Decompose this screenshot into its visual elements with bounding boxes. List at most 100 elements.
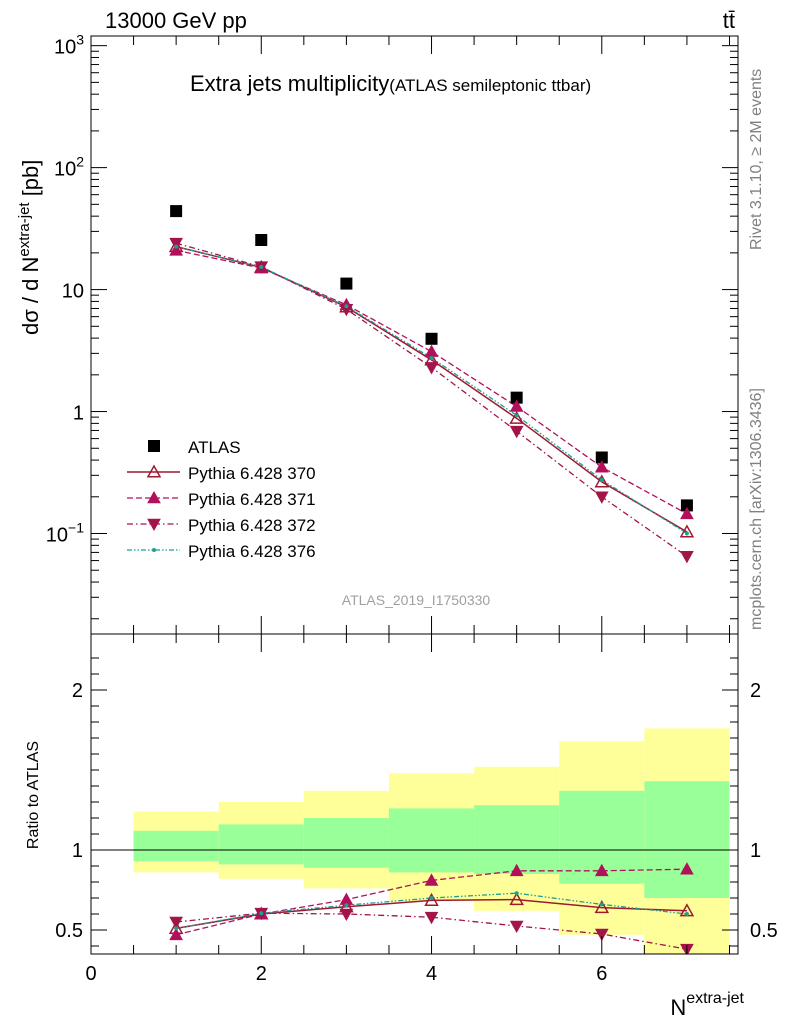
ratio-point-1 [680,862,694,875]
x-tick-label: 4 [426,963,437,985]
uncertainty-band-green [303,818,389,868]
main-y-tick-label-base: 10 [54,159,76,181]
ratio-point-0 [594,900,610,914]
data-point-3 [509,425,524,439]
chart-title-sub: (ATLAS semileptonic ttbar) [389,76,591,95]
uncertainty-band-green [644,781,730,898]
data-point-2 [509,399,524,412]
data-point-0 [510,391,523,404]
legend-label-1: Pythia 6.428 370 [188,464,316,483]
legend-marker-0 [148,440,160,452]
main-series-lines [175,242,688,557]
ratio-series-points [168,862,695,954]
chart-title-main: Extra jets multiplicity [190,71,389,96]
ratio-point-2 [509,920,524,934]
main-y-tick-label: 10−1 [46,520,84,547]
ratio-point-2 [594,928,609,942]
data-point-2 [680,506,694,520]
ratio-point-1 [339,892,354,905]
ratio-point-1 [594,863,609,877]
ratio-y-tick-label: 2 [72,680,83,702]
data-point-3 [594,491,609,504]
main-y-tick-label-exp: −1 [68,520,84,536]
data-point-0 [425,332,438,345]
ratio-y-tick-label: 0.5 [55,920,83,942]
ratio-point-3 [344,903,349,908]
data-point-3 [680,551,694,564]
legend-marker-4 [152,548,156,552]
x-tick-label: 2 [256,963,267,985]
uncertainty-band-green [388,808,475,873]
ratio-point-2 [339,908,354,922]
main-y-tick-label-base: 10 [46,525,68,547]
uncertainty-band-green [218,824,304,865]
main-y-tick-label-exp: 3 [76,32,84,48]
ratio-point-2 [169,916,183,930]
data-point-0 [595,451,608,464]
ratio-point-3 [174,926,179,931]
legend-marker-1 [146,464,162,478]
ratio-point-2 [424,911,439,925]
ratio-plot-frame [90,633,739,955]
header-energy: 13000 GeV pp [105,8,247,33]
mcplots-label: mcplots.cern.ch [arXiv:1306.3436] [748,388,765,630]
ratio-y-tick-label-right: 0.5 [750,920,778,942]
uncertainty-band-green [133,830,219,862]
legend-label-0: ATLAS [188,438,241,457]
ratio-point-0 [424,892,439,906]
main-series-points [168,205,695,564]
legend-label-2: Pythia 6.428 371 [188,490,316,509]
data-point-4 [344,304,349,309]
ratio-point-3 [259,911,264,916]
ratio-y-tick-label-right: 1 [750,840,761,862]
data-point-4 [174,244,179,249]
chart-title: Extra jets multiplicity(ATLAS semilepton… [190,71,591,96]
data-point-1 [594,474,610,488]
data-point-4 [684,531,689,536]
ratio-y-tick-label: 1 [72,840,83,862]
legend-label-4: Pythia 6.428 376 [188,542,316,561]
ratio-point-1 [509,863,524,877]
data-point-1 [679,524,695,538]
ratio-point-3 [684,912,689,916]
main-ylabel-unit: [pb] [18,160,43,203]
uncertainty-band-green [474,805,560,874]
x-tick-label: 0 [85,963,96,985]
ratio-point-3 [429,896,434,900]
ratio-point-1 [424,873,439,886]
ratio-y-tick-label-right: 2 [750,680,761,702]
legend: ATLAS Pythia 6.428 370 Pythia 6.428 371 Pyt… [127,438,316,561]
data-point-2 [424,344,439,357]
header-process: tt̄ [723,8,735,33]
ratio-ylabel: Ratio to ATLAS [25,741,42,849]
legend-label-3: Pythia 6.428 372 [188,516,316,535]
main-y-tick-label: 1 [73,403,84,425]
ratio-point-3 [514,891,519,896]
ratio-bands [91,728,738,954]
data-point-2 [594,460,609,473]
data-point-4 [259,265,264,270]
x-tick-label: 6 [596,963,607,985]
data-point-4 [514,413,519,418]
main-y-tick-label-exp: 2 [76,154,84,170]
data-point-4 [599,477,604,482]
data-point-0 [680,499,693,512]
data-point-0 [170,205,183,218]
data-point-4 [429,355,434,360]
legend-marker-3 [147,518,161,532]
x-axis-label-sup: extra-jet [686,990,744,1007]
main-ylabel-sup: extra-jet [16,202,33,257]
x-axis-label: Nextra-jet [670,990,744,1020]
ratio-point-0 [509,892,524,906]
data-point-3 [424,362,439,375]
main-y-tick-label-base: 10 [54,37,76,59]
data-point-1 [509,410,524,424]
main-y-tick-label: 10 [62,281,84,303]
ratio-point-1 [169,927,183,941]
main-y-tick-label: 103 [54,32,84,59]
analysis-id: ATLAS_2019_I1750330 [342,592,491,608]
legend-marker-2 [147,490,161,504]
main-ylabel: dσ / d Nextra-jet [pb] [16,160,43,335]
